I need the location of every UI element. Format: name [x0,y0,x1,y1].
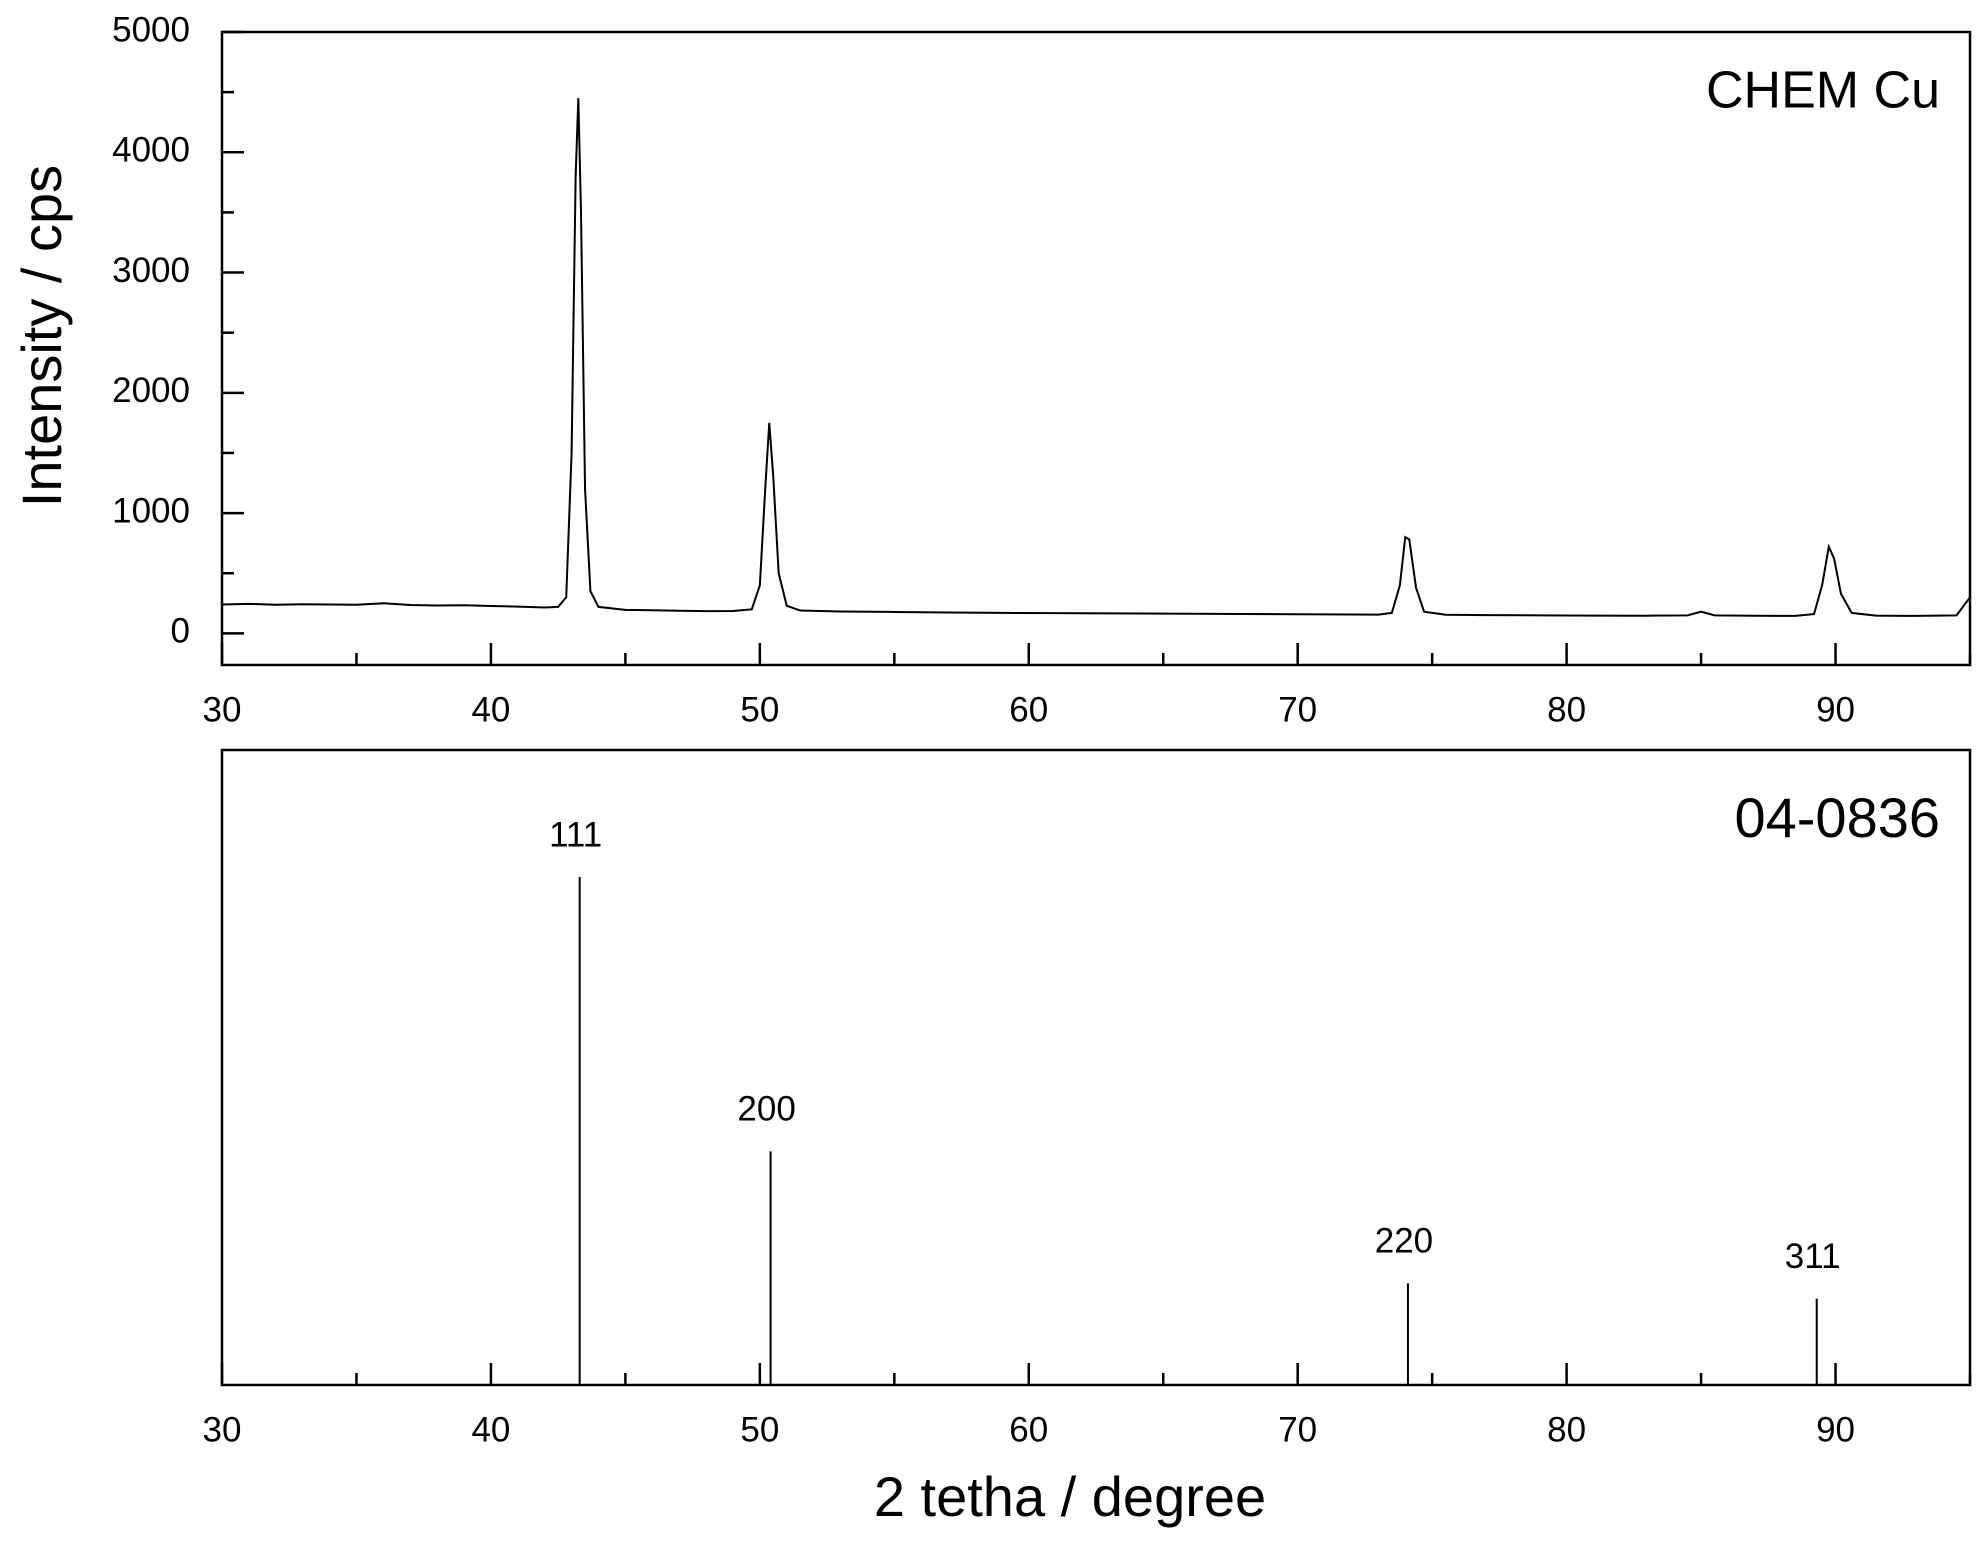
peak-label: 200 [737,1090,795,1129]
peak-label: 111 [549,815,602,854]
x-tick-label: 30 [203,690,242,729]
y-tick-label: 0 [171,612,190,651]
peak-label: 311 [1785,1237,1841,1276]
y-tick-label: 1000 [112,491,190,530]
x-tick-label: 70 [1278,1410,1317,1449]
y-tick-label: 4000 [112,131,190,170]
y-tick-label: 3000 [112,251,190,290]
x-tick-label: 30 [203,1410,242,1449]
x-tick-label: 70 [1278,690,1317,729]
annotation: CHEM Cu [1706,62,1940,120]
x-tick-label: 60 [1009,690,1048,729]
x-tick-label: 50 [740,1410,779,1449]
x-tick-label: 80 [1547,690,1586,729]
x-tick-label: 80 [1547,1410,1586,1449]
plot-frame [220,748,1972,1387]
x-tick-label: 40 [471,690,510,729]
xrd-line [221,98,1971,617]
x-tick-label: 90 [1816,1410,1855,1449]
y-tick-label: 2000 [112,371,190,410]
plot-frame [220,30,1972,667]
x-tick-label: 50 [740,690,779,729]
x-axis-title: 2 tetha / degree [874,1465,1266,1528]
peak-label: 220 [1375,1222,1433,1261]
y-axis-title: Intensity / cps [10,165,73,507]
x-tick-label: 60 [1009,1410,1048,1449]
annotation: 04-0836 [1734,786,1940,849]
x-tick-label: 90 [1816,690,1855,729]
y-tick-label: 5000 [112,10,190,49]
x-tick-label: 40 [471,1410,510,1449]
